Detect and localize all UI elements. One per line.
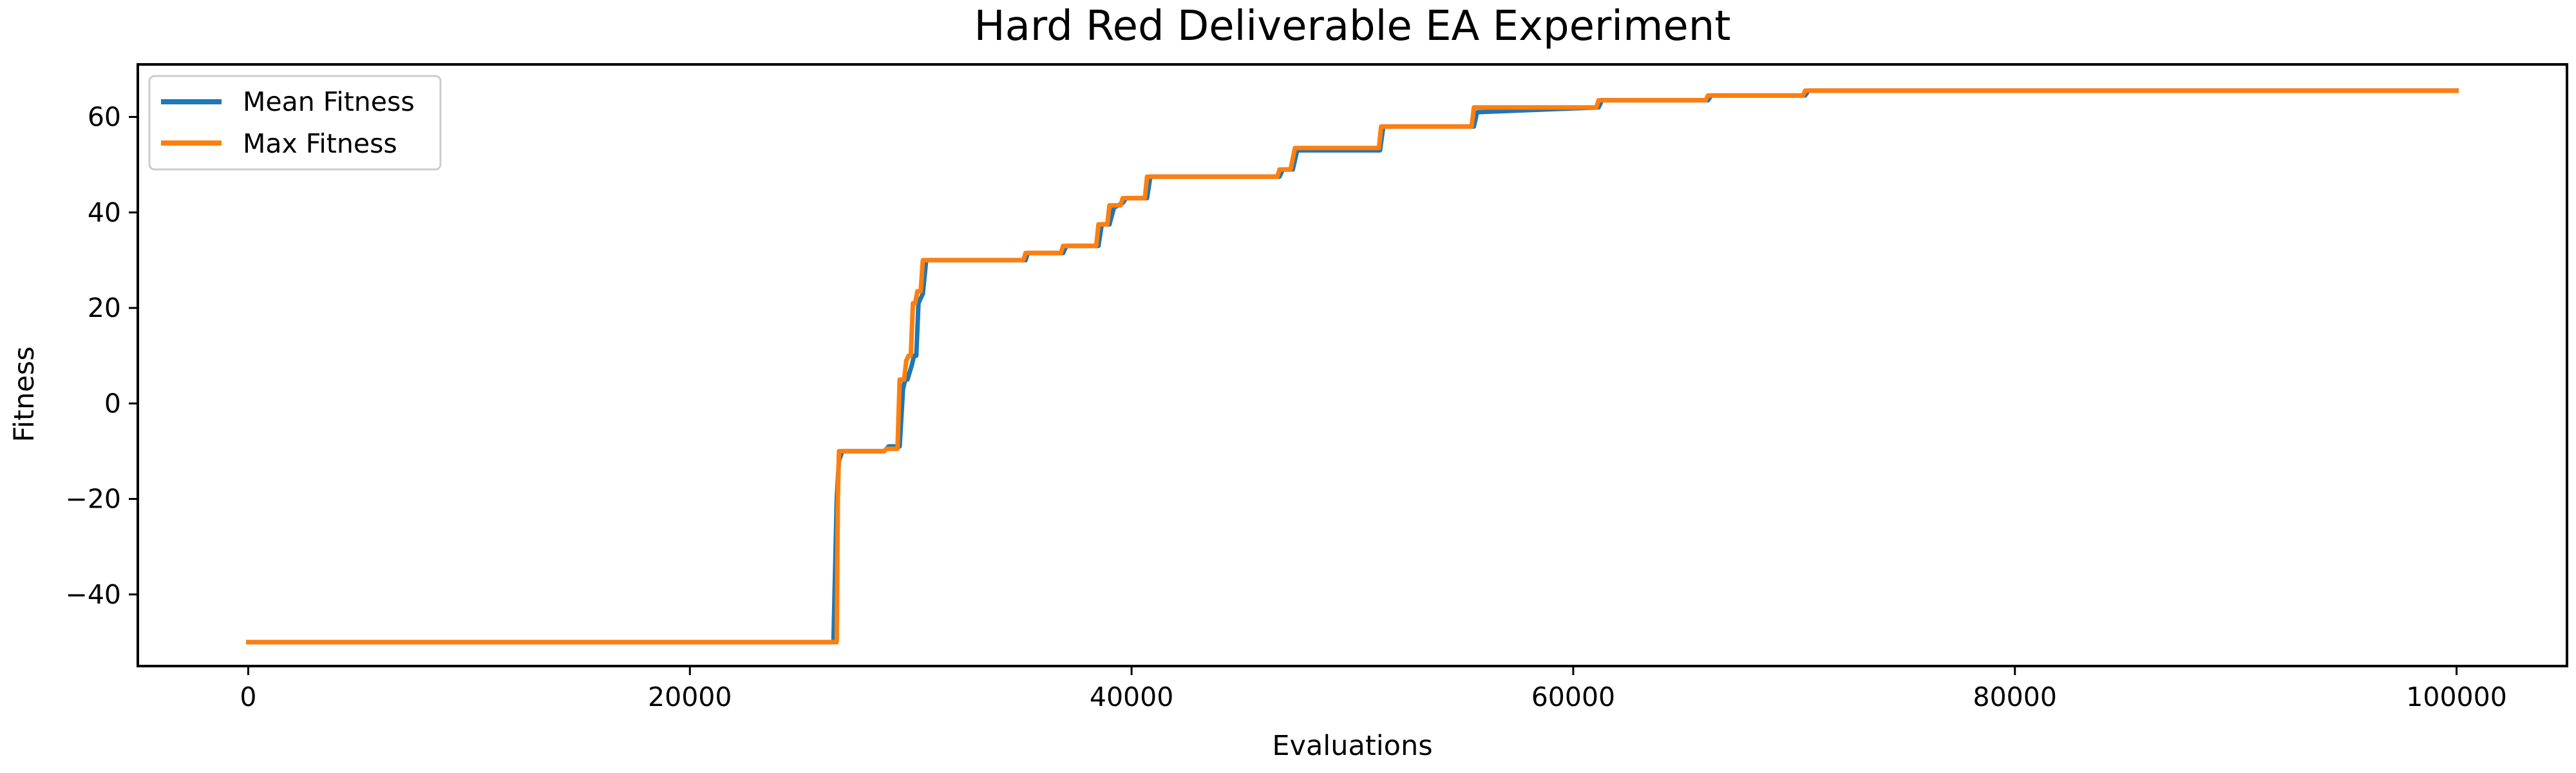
y-tick-label: −40 (65, 579, 121, 610)
plot-lines (246, 88, 2459, 645)
x-tick-label: 0 (240, 682, 256, 712)
x-tick-label: 80000 (1973, 682, 2057, 712)
series-line-mean-fitness (246, 88, 2459, 645)
x-tick-label: 100000 (2406, 682, 2507, 712)
y-tick-label: 0 (104, 388, 121, 419)
x-tick-label: 60000 (1531, 682, 1615, 712)
y-tick-label: −20 (65, 484, 121, 515)
legend: Mean Fitness Max Fitness (148, 75, 442, 171)
y-tick-label: 20 (88, 292, 121, 323)
axis-ticks: 0 20000 40000 60000 80000 100000 −40 −20 0 20 40 60 (65, 102, 2506, 712)
legend-label-max-fitness: Max Fitness (243, 128, 397, 159)
plot-frame (137, 63, 2568, 667)
legend-label-mean-fitness: Mean Fitness (243, 86, 415, 117)
y-axis-label-group: Fitness (8, 347, 41, 443)
y-axis-label: Fitness (8, 347, 41, 443)
series-line-max-fitness (246, 88, 2459, 645)
x-axis-label: Evaluations (1272, 730, 1432, 762)
x-tick-label: 40000 (1090, 682, 1173, 712)
legend-box (148, 75, 442, 171)
y-tick-label: 40 (88, 197, 121, 228)
chart-title: Hard Red Deliverable EA Experiment (974, 3, 1731, 50)
x-tick-label: 20000 (648, 682, 732, 712)
y-tick-label: 60 (88, 102, 121, 133)
